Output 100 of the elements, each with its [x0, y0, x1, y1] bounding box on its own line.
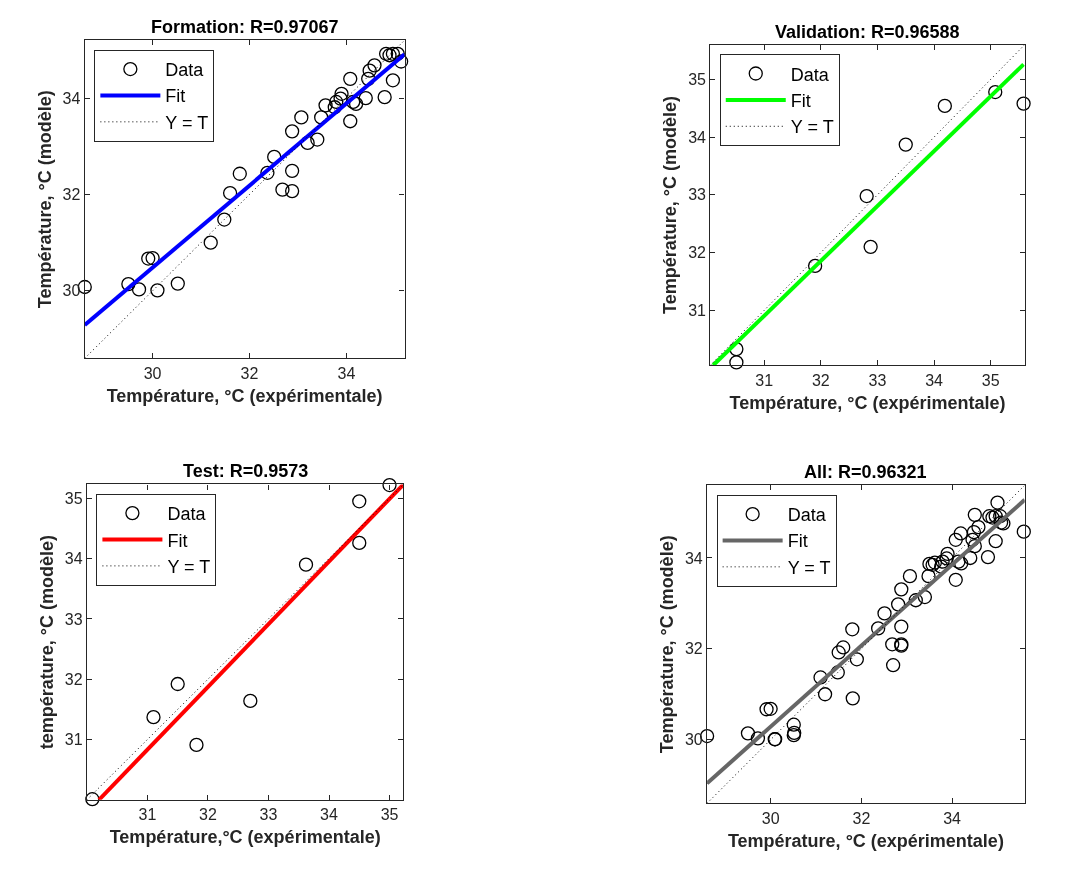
y-tick-label: 35 [688, 70, 707, 88]
point [990, 495, 1005, 510]
point [863, 239, 878, 255]
legend-label: Data [167, 504, 207, 525]
point [885, 658, 901, 673]
point [967, 507, 982, 522]
point [966, 524, 982, 540]
chart-title: Test: R=0.9573 [183, 461, 309, 481]
point [902, 569, 918, 584]
point [980, 549, 996, 565]
point [146, 710, 161, 725]
x-tick-label: 34 [943, 809, 962, 827]
x-tick-label: 32 [240, 364, 259, 382]
point [352, 535, 367, 551]
y-axis-title: température, °C (modèle) [36, 534, 57, 750]
y-tick-label: 31 [64, 731, 83, 749]
point [284, 163, 300, 179]
point [189, 737, 204, 753]
point [845, 691, 860, 706]
point [939, 551, 954, 566]
point [284, 124, 300, 139]
point [284, 183, 300, 199]
x-tick-label: 34 [925, 371, 944, 389]
legend-label: Fit [790, 90, 811, 111]
x-axis-title: Température, °C (expérimentale) [727, 830, 1004, 851]
y-tick-label: 32 [684, 640, 703, 658]
point [988, 534, 1003, 549]
legend-label: Fit [787, 531, 808, 552]
point [750, 731, 766, 746]
point [334, 86, 349, 101]
y-axis-title: Température, °C (modèle) [660, 96, 681, 314]
point [935, 554, 950, 569]
x-tick-label: 32 [199, 806, 217, 824]
point [352, 494, 367, 509]
point [243, 693, 258, 709]
legend-label: Y = T [165, 112, 209, 133]
legend-label: Fit [167, 530, 188, 551]
x-tick-label: 31 [138, 806, 157, 824]
x-tick-label: 35 [981, 371, 1000, 389]
point [817, 687, 833, 702]
point [845, 622, 860, 637]
x-axis-title: Température,°C (expérimentale) [109, 827, 381, 848]
y-axis-title: Température, °C (modèle) [657, 535, 678, 754]
point [294, 110, 309, 125]
point [318, 98, 333, 113]
point [121, 276, 136, 292]
x-tick-label: 31 [755, 371, 774, 389]
point [362, 63, 377, 78]
point [1016, 96, 1031, 111]
y-axis-title: Température, °C (modèle) [34, 90, 55, 309]
point [385, 73, 401, 88]
point [217, 212, 232, 227]
point [763, 701, 778, 716]
x-tick-label: 33 [868, 371, 887, 389]
x-tick-label: 32 [852, 809, 871, 827]
point [298, 557, 314, 572]
point [831, 645, 846, 660]
point [836, 640, 851, 655]
chart-title: Validation: R=0.96588 [775, 22, 960, 42]
point [948, 532, 963, 547]
point [908, 593, 923, 608]
point [937, 98, 952, 114]
point [343, 71, 358, 86]
point [170, 276, 185, 291]
point [232, 166, 247, 181]
point [898, 137, 913, 152]
point [377, 90, 392, 105]
legend-label: Data [787, 505, 827, 526]
y-tick-label: 33 [688, 186, 707, 204]
legend-label: Fit [165, 86, 186, 107]
y-tick-label: 34 [62, 89, 81, 107]
point [948, 572, 963, 587]
x-axis-title: Température, °C (expérimentale) [729, 392, 1006, 413]
point [329, 94, 344, 110]
point [859, 188, 874, 204]
point [786, 717, 801, 732]
x-tick-label: 33 [259, 806, 278, 824]
legend-label: Data [165, 60, 205, 81]
point [807, 258, 823, 274]
y-tick-label: 30 [684, 731, 703, 749]
y-tick-label: 34 [684, 549, 703, 567]
point [940, 546, 955, 562]
y-tick-label: 33 [64, 610, 83, 628]
point [813, 670, 828, 685]
y-tick-label: 32 [62, 186, 81, 204]
y-tick-label: 32 [64, 670, 83, 688]
point [367, 58, 382, 73]
point [385, 46, 401, 61]
point [382, 48, 397, 63]
point [740, 726, 756, 741]
point [971, 519, 986, 535]
point [953, 526, 968, 541]
point [203, 235, 218, 250]
point [830, 665, 845, 680]
point [382, 477, 397, 493]
point [988, 84, 1003, 100]
point [141, 251, 156, 266]
point [131, 282, 147, 297]
point [729, 341, 744, 357]
point [894, 619, 909, 634]
